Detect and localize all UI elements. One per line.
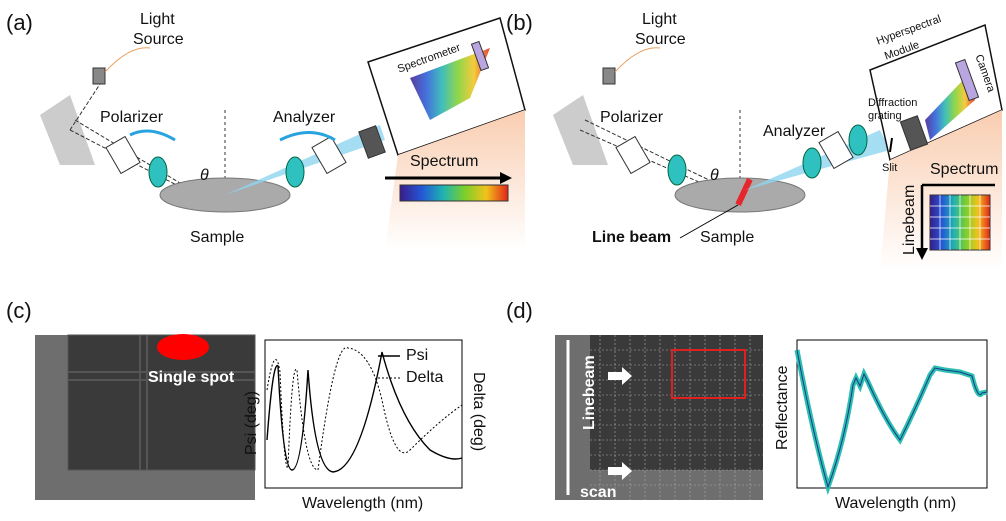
x-axis-label: Wavelength (nm): [835, 495, 956, 512]
compensator: [803, 148, 821, 178]
lens: [849, 125, 867, 155]
light-source-label: Source: [133, 31, 184, 48]
polarizer: [616, 137, 650, 174]
figure: (a) Light Source Polarizer Analyzer Spec…: [0, 0, 1006, 516]
rotate-arrow: [130, 131, 175, 140]
spectrum-grid: [930, 195, 990, 250]
light-source: [93, 68, 105, 84]
slit-label: Slit: [882, 162, 897, 174]
panel-d: (d) Linebeam scan Reflectance Wavelength…: [506, 298, 987, 512]
fiber: [105, 48, 150, 72]
sample-label: Sample: [700, 229, 754, 246]
light-source: [603, 68, 615, 84]
fiber: [615, 48, 660, 72]
y2-axis-label: Delta (deg): [470, 372, 487, 451]
polarizer-label: Polarizer: [100, 109, 164, 126]
linebeam-label: Linebeam: [581, 355, 598, 430]
compensator: [149, 157, 167, 187]
panel-a: (a) Light Source Polarizer Analyzer Spec…: [6, 10, 525, 250]
panel-label: (d): [506, 298, 533, 323]
legend-label: Delta: [406, 369, 443, 386]
light-source-label: Light: [140, 11, 175, 28]
spectrum-label: Spectrum: [410, 153, 478, 170]
polarizer-label: Polarizer: [600, 109, 664, 126]
analyzer: [312, 137, 346, 174]
grating-label: grating: [868, 110, 902, 122]
scan-label: scan: [580, 484, 616, 501]
spot: [157, 334, 209, 360]
sample-label: Sample: [190, 229, 244, 246]
analyzer-label: Analyzer: [763, 123, 826, 140]
panel-label: (a): [6, 10, 33, 35]
spectrum-bar: [400, 185, 508, 201]
theta: θ: [710, 167, 719, 184]
plot-frame: [797, 340, 987, 488]
legend-label: Psi: [406, 347, 428, 364]
x-axis-label: Wavelength (nm): [302, 495, 423, 512]
compensator: [286, 157, 304, 187]
panel-label: (c): [6, 298, 32, 323]
y-axis-label: Reflectance: [774, 365, 791, 450]
compensator: [668, 155, 686, 185]
y-axis-label: Psi (deg): [243, 391, 260, 455]
light-source-label: Source: [635, 31, 686, 48]
grating-label: Diffraction: [868, 97, 917, 109]
panel-b: (b) Light Source Polarizer Analyzer Hype…: [506, 10, 1002, 270]
pad: [68, 335, 255, 470]
panel-label: (b): [506, 10, 533, 35]
analyzer-label: Analyzer: [273, 109, 336, 126]
line-beam-label: Line beam: [592, 229, 671, 246]
light-source-label: Light: [642, 11, 677, 28]
pad: [590, 335, 763, 470]
spectrum-label: Spectrum: [930, 161, 998, 178]
panel-c: (c) Single spot Psi Delta Psi (deg) Delt…: [6, 298, 487, 512]
mirror: [40, 95, 95, 165]
plot-frame: [265, 340, 462, 488]
spot-label: Single spot: [148, 369, 235, 386]
linebeam-label: Linebeam: [901, 185, 918, 255]
theta: θ: [200, 167, 209, 184]
